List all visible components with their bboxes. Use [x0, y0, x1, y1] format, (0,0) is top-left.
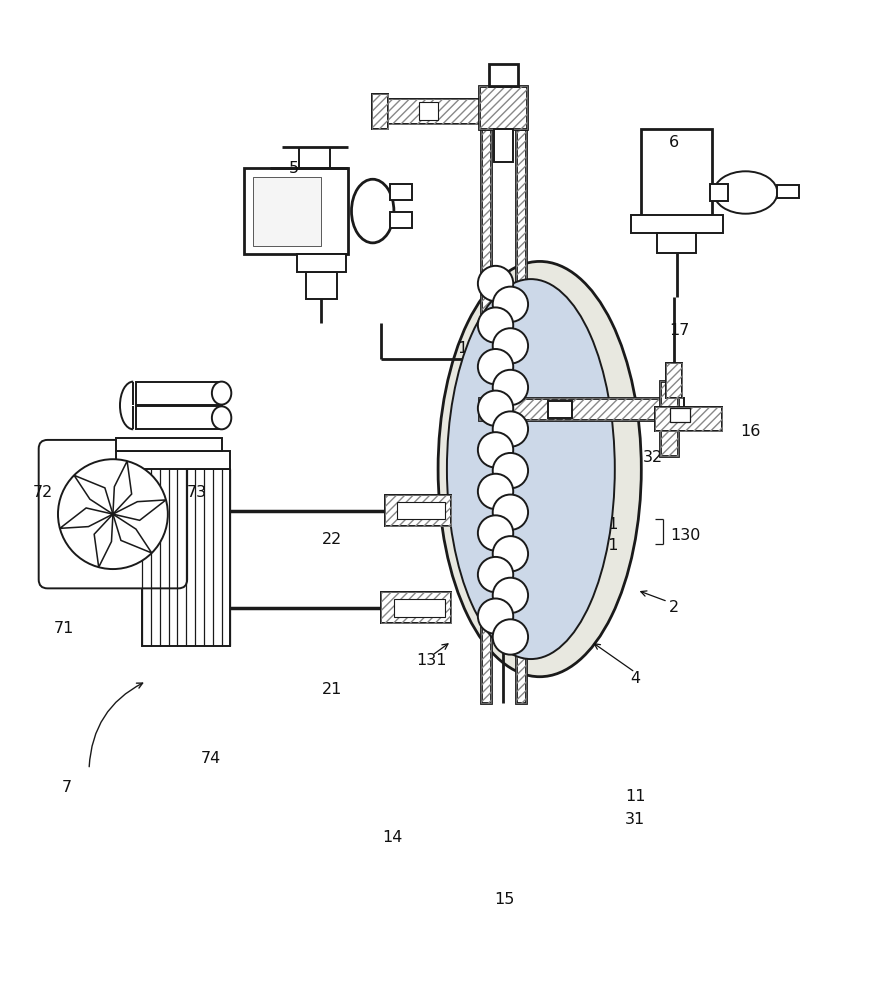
Bar: [388, 99, 481, 124]
Bar: [479, 86, 527, 129]
Text: 5: 5: [289, 161, 299, 176]
Text: 12: 12: [448, 429, 468, 444]
Circle shape: [493, 536, 528, 571]
Bar: [116, 451, 230, 469]
Bar: [243, 168, 348, 254]
Bar: [489, 64, 518, 86]
Bar: [388, 99, 481, 124]
Ellipse shape: [714, 171, 777, 214]
Text: 11: 11: [625, 789, 645, 804]
Circle shape: [478, 432, 513, 468]
Bar: [396, 502, 445, 519]
Text: 131: 131: [588, 517, 619, 532]
Bar: [711, 184, 727, 201]
Bar: [656, 407, 722, 431]
Text: 73: 73: [187, 485, 207, 500]
Circle shape: [478, 307, 513, 343]
FancyBboxPatch shape: [39, 440, 187, 588]
Bar: [516, 129, 526, 703]
Ellipse shape: [351, 179, 394, 243]
Bar: [666, 363, 682, 398]
Circle shape: [478, 598, 513, 634]
Circle shape: [493, 287, 528, 322]
Bar: [548, 401, 573, 418]
Bar: [656, 407, 722, 431]
Circle shape: [478, 557, 513, 592]
Bar: [136, 406, 221, 429]
Text: 2: 2: [669, 600, 679, 615]
Circle shape: [478, 266, 513, 301]
Bar: [305, 272, 337, 299]
Bar: [390, 184, 412, 200]
Bar: [390, 212, 412, 228]
Bar: [385, 495, 451, 526]
Circle shape: [478, 349, 513, 384]
Bar: [642, 129, 712, 226]
Text: 72: 72: [33, 485, 53, 500]
Bar: [660, 381, 678, 456]
Bar: [660, 381, 678, 456]
Text: 32: 32: [643, 450, 663, 465]
Bar: [385, 495, 451, 526]
Bar: [671, 408, 690, 422]
Bar: [658, 233, 696, 253]
Bar: [381, 592, 451, 623]
Bar: [479, 398, 665, 420]
Bar: [372, 94, 388, 129]
Bar: [479, 398, 665, 420]
Circle shape: [493, 411, 528, 447]
Bar: [142, 469, 230, 646]
Bar: [116, 438, 221, 451]
Bar: [666, 363, 682, 398]
Circle shape: [478, 474, 513, 509]
Text: 21: 21: [322, 682, 342, 697]
Text: 71: 71: [54, 621, 74, 636]
Text: 13: 13: [422, 594, 442, 609]
Text: 4: 4: [630, 671, 640, 686]
Text: 22: 22: [322, 532, 342, 547]
Bar: [481, 129, 491, 703]
Circle shape: [478, 515, 513, 551]
Text: 131: 131: [588, 538, 619, 553]
Circle shape: [58, 459, 168, 569]
Bar: [296, 254, 346, 272]
Bar: [372, 94, 388, 129]
Bar: [252, 177, 321, 246]
Bar: [136, 382, 221, 405]
Circle shape: [493, 578, 528, 613]
Bar: [776, 185, 798, 198]
Ellipse shape: [447, 279, 615, 659]
Text: 1: 1: [462, 450, 473, 465]
Text: 16: 16: [740, 424, 760, 439]
Text: 74: 74: [201, 751, 221, 766]
Text: 18: 18: [457, 341, 478, 356]
Text: 130: 130: [671, 528, 701, 543]
Circle shape: [493, 453, 528, 488]
Circle shape: [493, 495, 528, 530]
Text: 14: 14: [382, 830, 403, 845]
Ellipse shape: [212, 382, 231, 405]
Ellipse shape: [212, 406, 231, 429]
Text: 131: 131: [417, 653, 447, 668]
Text: 15: 15: [494, 892, 514, 907]
Circle shape: [478, 391, 513, 426]
Text: 17: 17: [669, 323, 689, 338]
Bar: [494, 129, 513, 162]
Bar: [394, 599, 445, 617]
Bar: [419, 102, 438, 120]
Text: 31: 31: [625, 812, 645, 827]
Text: 6: 6: [669, 135, 679, 150]
Bar: [481, 129, 491, 703]
Text: 7: 7: [62, 780, 72, 795]
Bar: [479, 86, 527, 129]
Circle shape: [493, 328, 528, 364]
Circle shape: [493, 370, 528, 405]
Bar: [381, 592, 451, 623]
Bar: [516, 129, 526, 703]
Bar: [631, 215, 723, 233]
Bar: [665, 398, 684, 420]
Circle shape: [493, 619, 528, 655]
Ellipse shape: [438, 261, 642, 677]
